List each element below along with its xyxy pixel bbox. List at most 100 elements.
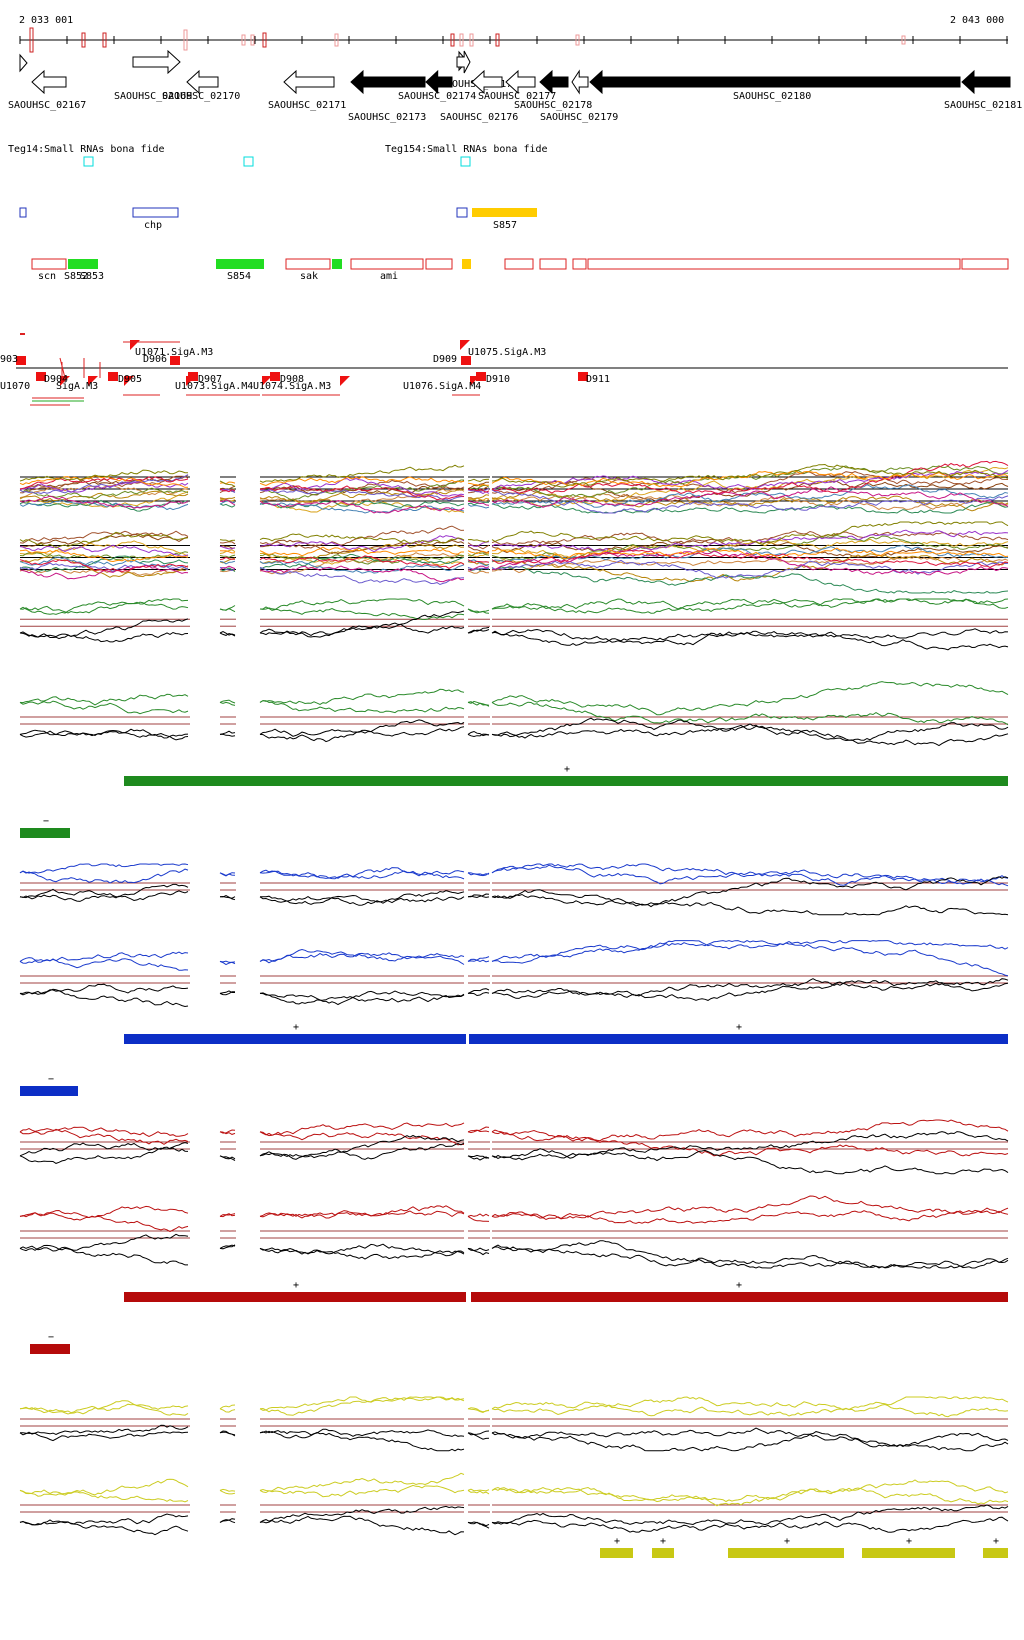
gene-arrow[interactable] (571, 69, 589, 95)
terminator-box[interactable] (108, 372, 118, 381)
strand-segment[interactable] (20, 1086, 78, 1096)
gene-arrow[interactable] (471, 69, 503, 95)
strand-segment[interactable] (124, 1292, 466, 1302)
signal-trace (219, 1131, 236, 1135)
ruler-marker (450, 33, 455, 47)
ruler-marker (102, 32, 107, 48)
signal-trace (259, 535, 465, 553)
signal-trace (491, 529, 1009, 553)
annotation-box-red[interactable] (587, 258, 961, 270)
annotation-box-red[interactable] (572, 258, 587, 270)
ruler-marker (250, 34, 255, 46)
signal-trace (491, 501, 1009, 514)
annotation-box-green[interactable] (216, 259, 264, 269)
promoter-flag[interactable] (340, 376, 350, 386)
strand-segment[interactable] (728, 1548, 844, 1558)
gene-arrow[interactable] (539, 69, 569, 95)
gene-arrow[interactable] (425, 69, 453, 95)
annotation-box-blue[interactable] (132, 207, 179, 218)
coordinate-ruler: 2 033 001 2 043 000 (19, 15, 1008, 73)
small-rna-box[interactable] (243, 156, 254, 167)
annotation-box-green[interactable] (68, 259, 98, 269)
strand-segment[interactable] (30, 1344, 70, 1354)
annotation-box-blue[interactable] (456, 207, 468, 218)
signal-trace (467, 1408, 490, 1414)
signal-trace (19, 951, 189, 962)
terminator-box[interactable] (16, 356, 26, 365)
gene-arrow[interactable] (505, 69, 536, 95)
annotation-box-red[interactable] (539, 258, 567, 270)
terminator-box[interactable] (476, 372, 486, 381)
promoter-flag[interactable] (124, 376, 134, 386)
promoter-flag[interactable] (60, 376, 70, 386)
annotation-box-red[interactable] (425, 258, 453, 270)
gene-arrow[interactable] (132, 49, 181, 75)
signal-trace (219, 1404, 236, 1410)
strand-segment[interactable] (469, 1034, 1008, 1044)
terminator-box[interactable] (270, 372, 280, 381)
signal-trace (467, 496, 490, 502)
annotation-box-red[interactable] (350, 258, 424, 270)
annotation-box-green[interactable] (332, 259, 342, 269)
gene-arrow[interactable] (961, 69, 1011, 95)
signal-trace (491, 978, 1009, 1001)
signal-trace (259, 870, 465, 880)
red-plus-bar: + + (124, 1280, 1008, 1302)
strand-segment[interactable] (983, 1548, 1008, 1558)
ruler-marker (575, 34, 580, 46)
strand-segment[interactable] (124, 776, 1008, 786)
strand-segment[interactable] (862, 1548, 955, 1558)
strand-segment[interactable] (652, 1548, 674, 1558)
terminator-box[interactable] (36, 372, 46, 381)
annotation-box-red[interactable] (31, 258, 67, 270)
terminator-box[interactable] (170, 356, 180, 365)
gene-arrow[interactable] (350, 69, 426, 95)
signal-trace (219, 1408, 236, 1413)
small-rna-label: Teg154:Small RNAs bona fide (385, 144, 548, 155)
signal-trace (491, 489, 1009, 514)
ruler-marker (81, 32, 86, 48)
signal-trace (19, 1431, 189, 1442)
gene-arrow[interactable] (186, 69, 219, 95)
promoter-flag[interactable] (262, 376, 272, 386)
annotation-box-red[interactable] (961, 258, 1009, 270)
signal-trace (467, 1430, 490, 1436)
gene-arrow[interactable] (456, 50, 471, 74)
strand-segment[interactable] (600, 1548, 633, 1558)
annotation-s857[interactable] (472, 208, 537, 217)
gene-arrow[interactable] (589, 69, 961, 95)
signal-trace (259, 1142, 465, 1160)
strand-segment[interactable] (471, 1292, 1008, 1302)
signal-trace (19, 475, 189, 488)
signal-trace (259, 499, 465, 514)
annotation-box-red[interactable] (504, 258, 534, 270)
strand-sign: + (906, 1536, 912, 1547)
gene-arrow[interactable] (283, 69, 335, 95)
promoter-flag[interactable] (88, 376, 98, 386)
annotation-label: S853 (80, 271, 104, 282)
strand-segment[interactable] (20, 828, 70, 838)
gene-label: SAOUHSC_02179 (540, 112, 618, 123)
signal-trace (491, 1431, 1009, 1452)
annotation-box-red[interactable] (285, 258, 331, 270)
annotation-box-blue[interactable] (19, 207, 27, 218)
terminator-box[interactable] (461, 356, 471, 365)
signal-trace (219, 545, 236, 550)
signal-trace (491, 893, 1009, 916)
signal-trace (19, 530, 189, 544)
annotation-box-yellow[interactable] (462, 259, 471, 269)
promoter-flag[interactable] (186, 376, 196, 386)
signal-trace (259, 890, 465, 905)
signal-trace (491, 463, 1009, 488)
ruler-start-label: 2 033 001 (19, 15, 73, 26)
signal-trace (491, 460, 1009, 495)
signal-trace (259, 1396, 465, 1411)
terminator-box[interactable] (578, 372, 588, 381)
strand-segment[interactable] (124, 1034, 466, 1044)
gene-arrow[interactable] (31, 69, 67, 95)
small-rna-box[interactable] (83, 156, 94, 167)
small-rna-box[interactable] (460, 156, 471, 167)
promoter-flag[interactable] (470, 376, 480, 386)
promoter-flag[interactable] (460, 340, 470, 350)
